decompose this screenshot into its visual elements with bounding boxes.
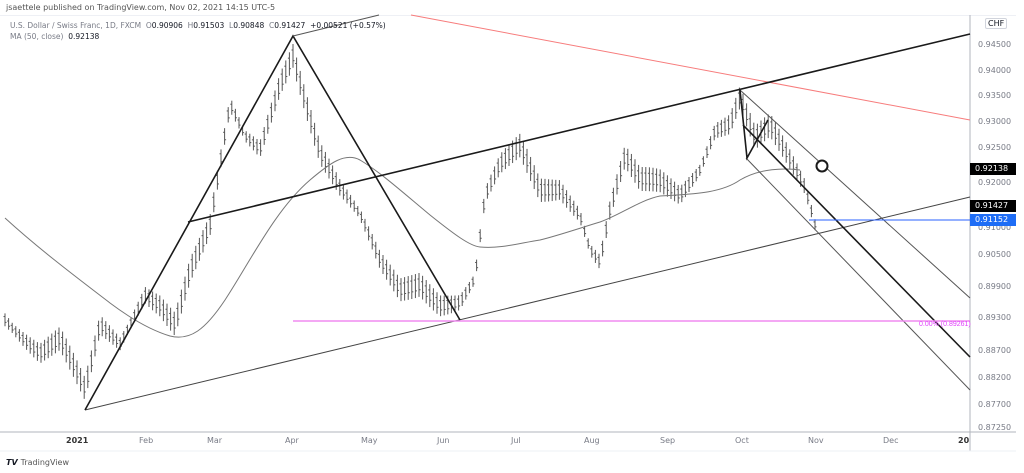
close-value: 0.91427 <box>274 21 306 30</box>
upper-channel-line <box>187 33 971 223</box>
currency-badge[interactable]: CHF <box>985 18 1008 29</box>
change-value: +0.00521 (+0.57%) <box>310 21 386 30</box>
fib-level-label: 0.00% (0.89261) <box>919 321 971 328</box>
open-value: 0.90906 <box>151 21 183 30</box>
chart-frame[interactable] <box>0 15 1016 452</box>
published-note: jsaettele published on TradingView.com, … <box>6 3 276 12</box>
thin-top-line <box>292 14 380 37</box>
symbol-title: U.S. Dollar / Swiss Franc, 1D, FXCM <box>10 21 142 30</box>
price-tag-close: 0.91427 <box>970 200 1016 212</box>
descending-channel-bottom <box>745 157 971 391</box>
ma50-line <box>4 156 801 338</box>
legend: U.S. Dollar / Swiss Franc, 1D, FXCM O0.9… <box>10 20 386 42</box>
target-circle-marker <box>815 159 829 173</box>
oct-zigzag <box>739 89 769 161</box>
ma-value: 0.92138 <box>68 32 100 41</box>
tradingview-logo[interactable]: 𝙏𝙑 TradingView <box>6 458 69 467</box>
brand-name: TradingView <box>20 458 69 467</box>
tradingview-logo-icon: 𝙏𝙑 <box>6 458 18 467</box>
descending-channel-top <box>739 89 971 299</box>
high-value: 0.91503 <box>193 21 225 30</box>
legend-ohlc-row: U.S. Dollar / Swiss Franc, 1D, FXCM O0.9… <box>10 21 386 30</box>
legend-ma-row: MA (50, close) 0.92138 <box>10 31 386 42</box>
price-tag-level: 0.91152 <box>970 214 1016 226</box>
descending-channel-mid <box>742 124 971 358</box>
low-value: 0.90848 <box>233 21 265 30</box>
price-tag-ma: 0.92138 <box>970 163 1016 175</box>
lower-channel-line <box>84 196 971 411</box>
ma-label: MA (50, close) <box>10 32 64 41</box>
ohlc-bars <box>3 44 817 399</box>
red-trendline <box>410 14 971 121</box>
